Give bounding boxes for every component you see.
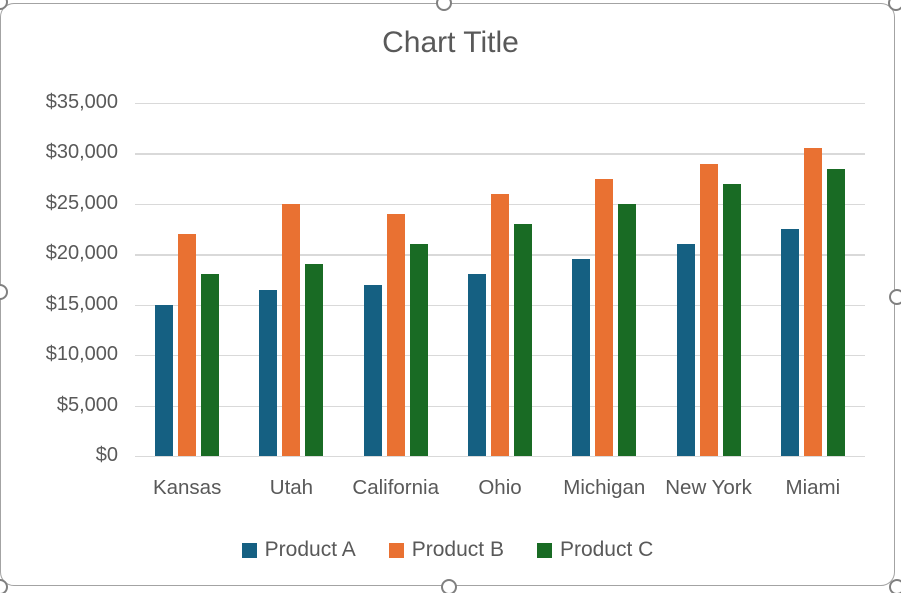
y-axis-tick-label[interactable]: $25,000 bbox=[45, 191, 118, 214]
legend-label: Product C bbox=[559, 538, 654, 561]
bar-product-c-ohio[interactable] bbox=[514, 224, 532, 456]
x-axis-category-label[interactable]: New York bbox=[665, 476, 752, 499]
gridline-35000 bbox=[135, 103, 865, 105]
y-axis-tick-label[interactable]: $10,000 bbox=[45, 343, 118, 366]
resize-handle-bottom-center[interactable] bbox=[441, 579, 457, 593]
resize-handle-top-center[interactable] bbox=[436, 0, 452, 11]
bar-product-a-california[interactable] bbox=[363, 284, 382, 456]
bar-product-b-michigan[interactable] bbox=[595, 178, 614, 456]
chart-frame-border bbox=[0, 3, 895, 586]
resize-handle-bottom-right[interactable] bbox=[889, 579, 901, 593]
resize-handle-right-middle[interactable] bbox=[889, 289, 901, 305]
legend-item-product-b[interactable]: Product B bbox=[388, 538, 504, 562]
x-axis-category-label[interactable]: California bbox=[352, 476, 440, 499]
x-axis-category-label[interactable]: Ohio bbox=[478, 476, 522, 499]
bar-product-a-new-york[interactable] bbox=[676, 244, 695, 456]
gridline-0 bbox=[135, 456, 865, 458]
resize-handle-bottom-left[interactable] bbox=[0, 579, 8, 593]
legend-label: Product A bbox=[264, 538, 356, 561]
legend-item-product-a[interactable]: Product A bbox=[241, 538, 356, 562]
legend-swatch-icon bbox=[388, 542, 404, 558]
gridline-30000 bbox=[135, 153, 865, 155]
x-axis-category-label[interactable]: Utah bbox=[269, 476, 314, 499]
y-axis-tick-label[interactable]: $30,000 bbox=[45, 141, 118, 164]
bar-product-b-miami[interactable] bbox=[803, 148, 822, 456]
bar-product-c-utah[interactable] bbox=[305, 264, 324, 456]
bar-product-a-miami[interactable] bbox=[780, 229, 799, 456]
bar-product-b-utah[interactable] bbox=[282, 203, 301, 456]
bar-product-a-kansas[interactable] bbox=[155, 304, 174, 456]
y-axis-tick-label[interactable]: $35,000 bbox=[45, 91, 118, 113]
bar-product-a-ohio[interactable] bbox=[468, 274, 486, 456]
chart-title[interactable]: Chart Title bbox=[382, 26, 519, 59]
y-axis-tick-label[interactable]: $5,000 bbox=[56, 393, 118, 416]
y-axis-tick-label[interactable]: $15,000 bbox=[45, 292, 118, 315]
legend-label: Product B bbox=[411, 538, 504, 561]
chart-legend[interactable]: Product A Product B Product C bbox=[0, 538, 895, 562]
resize-handle-top-right[interactable] bbox=[888, 0, 901, 11]
y-axis-tick-label[interactable]: $0 bbox=[95, 444, 118, 466]
legend-swatch-icon bbox=[241, 542, 257, 558]
legend-item-product-c[interactable]: Product C bbox=[536, 538, 654, 562]
y-axis-tick-label[interactable]: $20,000 bbox=[45, 242, 118, 265]
bar-product-c-michigan[interactable] bbox=[618, 203, 637, 456]
bar-product-c-kansas[interactable] bbox=[201, 274, 220, 456]
x-axis-category-label[interactable]: Miami bbox=[785, 476, 841, 499]
legend-swatch-icon bbox=[536, 542, 552, 558]
bar-product-b-kansas[interactable] bbox=[178, 234, 197, 456]
bar-product-c-new-york[interactable] bbox=[722, 183, 741, 456]
bar-product-c-miami[interactable] bbox=[826, 168, 845, 456]
bar-product-a-utah[interactable] bbox=[259, 289, 278, 456]
bar-product-b-ohio[interactable] bbox=[491, 193, 509, 456]
bar-product-c-california[interactable] bbox=[409, 244, 428, 456]
x-axis-category-label[interactable]: Kansas bbox=[152, 476, 222, 499]
bar-product-a-michigan[interactable] bbox=[572, 259, 591, 456]
x-axis-category-label[interactable]: Michigan bbox=[563, 476, 646, 499]
bar-product-b-new-york[interactable] bbox=[699, 163, 718, 456]
bar-product-b-california[interactable] bbox=[386, 213, 405, 456]
